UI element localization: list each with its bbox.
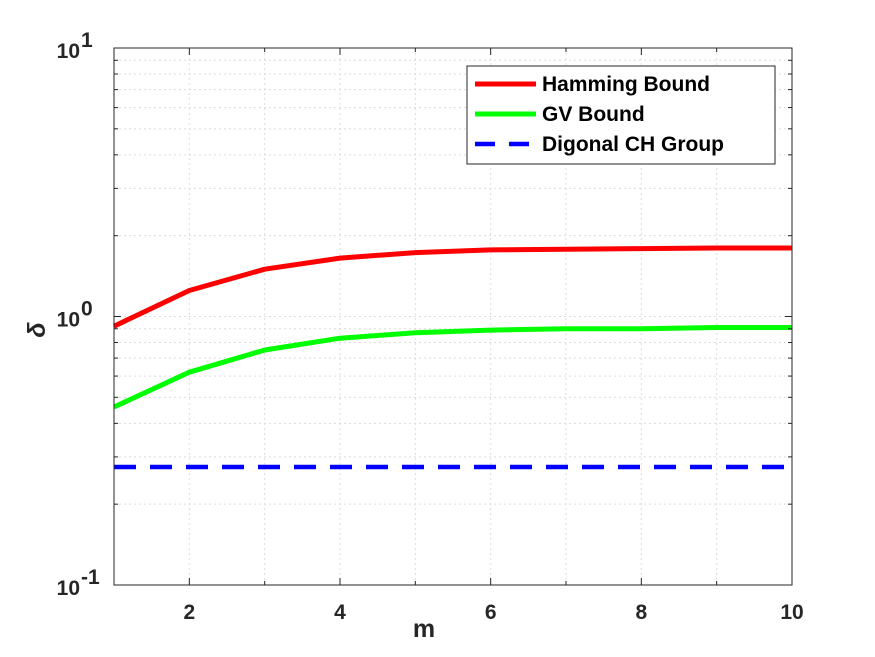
legend: Hamming Bound GV Bound Digonal CH Group	[466, 65, 776, 165]
y-tick-label-exponent: 0	[81, 298, 93, 321]
legend-label-2: Digonal CH Group	[542, 133, 724, 156]
y-tick-label: 10 0	[57, 298, 93, 332]
legend-label-1: GV Bound	[542, 103, 645, 126]
y-tick-label: 10 -1	[57, 566, 100, 600]
y-tick-label-exponent: 1	[81, 29, 93, 52]
x-tick-label: 4	[334, 601, 346, 624]
y-tick-label-base: 10	[57, 577, 80, 600]
legend-label-0: Hamming Bound	[542, 73, 710, 96]
series-lines	[112, 245, 792, 470]
x-tick-label: 6	[485, 601, 497, 624]
y-tick-label-base: 10	[57, 40, 80, 63]
y-tick-label-exponent: -1	[81, 566, 100, 589]
x-axis-label: m	[413, 615, 435, 643]
x-tick-labels: 2 4 6 8 10	[183, 601, 803, 624]
x-tick-label: 10	[780, 601, 803, 624]
y-tick-label-base: 10	[57, 309, 80, 332]
axis-ticks	[114, 47, 793, 586]
y-axis-label: δ	[23, 322, 51, 338]
series-line-1	[112, 325, 792, 410]
y-tick-label: 10 1	[57, 29, 93, 63]
x-tick-label: 8	[635, 601, 647, 624]
x-tick-label: 2	[183, 601, 195, 624]
series-line-0	[112, 245, 792, 329]
